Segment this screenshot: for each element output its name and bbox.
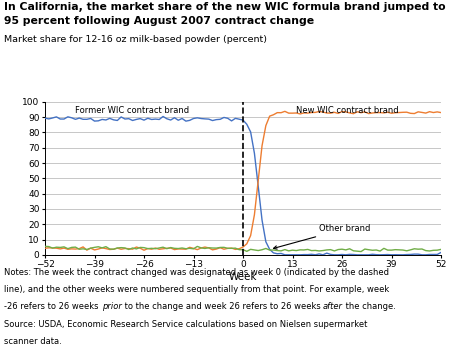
Text: Source: USDA, Economic Research Service calculations based on Nielsen supermarke: Source: USDA, Economic Research Service …	[4, 320, 368, 329]
Text: -26 refers to 26 weeks: -26 refers to 26 weeks	[4, 302, 102, 312]
Text: Other brand: Other brand	[274, 224, 370, 249]
Text: In California, the market share of the new WIC formula brand jumped to: In California, the market share of the n…	[4, 2, 446, 12]
Text: scanner data.: scanner data.	[4, 337, 62, 347]
Text: the change.: the change.	[343, 302, 396, 312]
Text: Former WIC contract brand: Former WIC contract brand	[76, 106, 189, 115]
Text: line), and the other weeks were numbered sequentially from that point. For examp: line), and the other weeks were numbered…	[4, 285, 390, 294]
Text: prior: prior	[102, 302, 122, 312]
Text: Market share for 12-16 oz milk-based powder (percent): Market share for 12-16 oz milk-based pow…	[4, 35, 267, 44]
Text: after: after	[323, 302, 343, 312]
X-axis label: Week: Week	[229, 272, 257, 282]
Text: New WIC contract brand: New WIC contract brand	[296, 106, 399, 115]
Text: 95 percent following August 2007 contract change: 95 percent following August 2007 contrac…	[4, 16, 315, 26]
Text: to the change and week 26 refers to 26 weeks: to the change and week 26 refers to 26 w…	[122, 302, 323, 312]
Text: Notes: The week the contract changed was designated as week 0 (indicated by the : Notes: The week the contract changed was…	[4, 268, 390, 277]
